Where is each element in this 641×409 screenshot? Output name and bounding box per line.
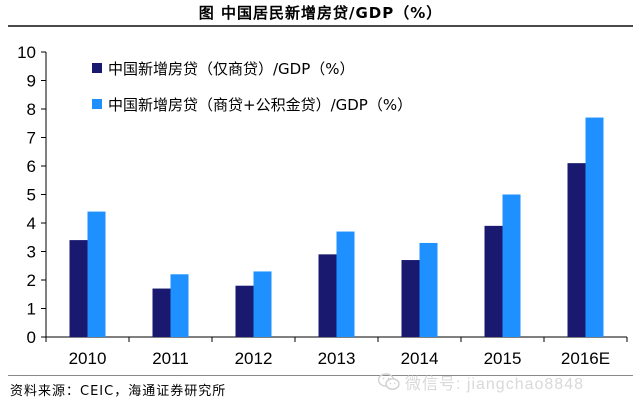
bar-commercial-2014 bbox=[401, 260, 420, 337]
bar-commercial-2016E bbox=[567, 163, 586, 337]
bar-commercial-2011 bbox=[152, 288, 171, 337]
bar-commercial-2013 bbox=[318, 254, 337, 337]
x-tick-label: 2011 bbox=[152, 349, 189, 368]
bar-total-2016E bbox=[585, 117, 604, 337]
x-tick-label: 2014 bbox=[401, 349, 439, 368]
title-divider bbox=[8, 25, 633, 27]
chart-title: 图 中国居民新增房贷/GDP（%） bbox=[198, 4, 443, 22]
bar-total-2014 bbox=[419, 242, 438, 337]
legend-swatch-1 bbox=[92, 99, 102, 109]
y-tick-label: 3 bbox=[27, 243, 36, 262]
bar-total-2013 bbox=[336, 231, 355, 337]
x-tick-label: 2015 bbox=[484, 349, 522, 368]
x-tick-label: 2013 bbox=[318, 349, 356, 368]
bar-total-2015 bbox=[502, 194, 521, 337]
y-tick-label: 6 bbox=[27, 157, 36, 176]
source-note: 资料来源：CEIC，海通证券研究所 bbox=[10, 384, 227, 399]
legend-label-0: 中国新增房贷（仅商贷）/GDP（%） bbox=[108, 60, 355, 78]
y-tick-label: 7 bbox=[27, 129, 36, 148]
legend-label-1: 中国新增房贷（商贷+公积金贷）/GDP（%） bbox=[108, 96, 412, 114]
watermark-text: 微信号: jiangchao8848 bbox=[405, 376, 584, 393]
x-tick-label: 2012 bbox=[235, 349, 273, 368]
watermark: 微信号: jiangchao8848 bbox=[378, 371, 584, 393]
footer-divider bbox=[8, 375, 633, 376]
x-tick-label: 2016E bbox=[561, 349, 610, 368]
bar-total-2010 bbox=[87, 211, 106, 337]
wechat-icon bbox=[378, 373, 400, 391]
y-tick-label: 1 bbox=[27, 300, 36, 319]
bar-commercial-2010 bbox=[69, 240, 88, 337]
y-tick-label: 8 bbox=[27, 100, 36, 119]
bar-total-2012 bbox=[253, 271, 272, 337]
y-tick-label: 0 bbox=[27, 328, 36, 347]
x-tick-label: 2010 bbox=[69, 349, 107, 368]
y-tick-label: 5 bbox=[27, 186, 36, 205]
y-tick-label: 10 bbox=[17, 43, 36, 62]
bar-commercial-2012 bbox=[235, 285, 254, 337]
y-tick-label: 4 bbox=[27, 214, 36, 233]
y-tick-label: 2 bbox=[27, 271, 36, 290]
bar-commercial-2015 bbox=[484, 225, 503, 337]
bar-total-2011 bbox=[170, 274, 189, 337]
y-tick-label: 9 bbox=[27, 72, 36, 91]
legend-swatch-0 bbox=[92, 63, 102, 73]
